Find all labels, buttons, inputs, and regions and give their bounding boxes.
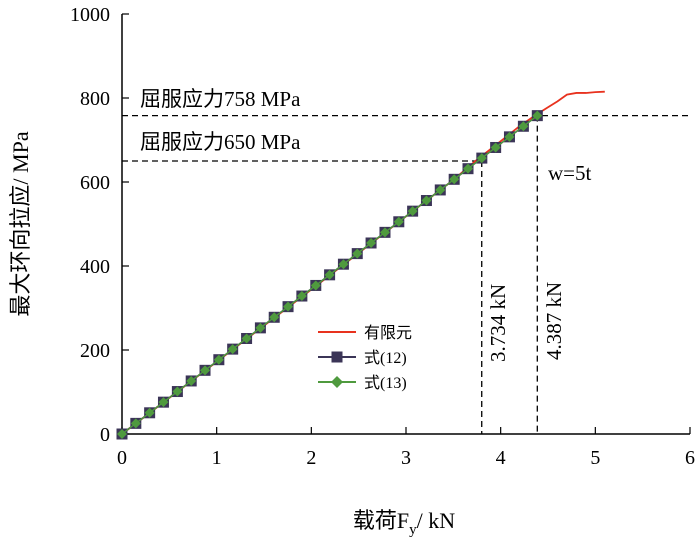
y-tick-label: 400 [80,256,110,278]
legend-marker-square [331,351,343,363]
series-eq13-point [130,418,141,429]
annotations: 屈服应力758 MPa 屈服应力650 MPa w=5t 3.734 kN 4.… [140,87,592,362]
series-eq13-point [421,195,432,206]
x-tick-label: 4 [496,447,506,469]
series-eq13-point [269,312,280,323]
series-eq13-point [476,153,487,164]
x-tick-label: 1 [212,447,222,469]
series-eq13-point [463,163,474,174]
yield-758-label: 屈服应力758 MPa [140,87,301,111]
y-tick-label: 1000 [70,4,110,26]
y-tick-label: 800 [80,88,110,110]
series-eq13-point [435,184,446,195]
series-eq13-point [352,248,363,259]
series-eq13-point [213,354,224,365]
series-eq13-point [490,142,501,153]
plot-area: 0 1 2 3 4 5 6 0 200 400 600 800 1000 [70,4,695,469]
series-eq13-point [144,407,155,418]
load-3734-label: 3.734 kN [486,284,510,362]
legend-marker-diamond [331,376,343,388]
x-axis-label-main: 载荷F [353,508,409,533]
series-eq13-point [518,121,529,132]
series-eq13-point [532,110,543,121]
series-eq13-point [172,386,183,397]
series-eq13-point [283,301,294,312]
series-eq13-point [379,227,390,238]
series-eq13-point [310,280,321,291]
series-eq13-point [338,259,349,270]
series-eq13-point [393,216,404,227]
legend-label-fem: 有限元 [364,324,412,342]
y-tick-label: 0 [100,424,110,446]
legend-label-eq12: 式(12) [364,349,407,367]
series-eq13-point [158,397,169,408]
series-eq13-point [186,375,197,386]
series-eq13-point [407,206,418,217]
width-note: w=5t [548,161,592,185]
series-eq13-point [504,131,515,142]
series-eq13-point [255,322,266,333]
y-ticks: 0 200 400 600 800 1000 [70,4,129,446]
legend-label-eq13: 式(13) [364,374,407,392]
series-eq13-point [449,174,460,185]
legend-item-eq12: 式(12) [318,349,407,367]
load-4387-label: 4.387 kN [542,282,566,360]
series-eq13-point [200,365,211,376]
x-ticks: 0 1 2 3 4 5 6 [117,427,695,469]
reference-lines [122,114,690,434]
legend-item-fem: 有限元 [318,324,412,342]
x-tick-label: 5 [590,447,600,469]
series-eq13-point [241,333,252,344]
series-layer [116,90,605,440]
series-eq13-point [366,237,377,248]
x-tick-label: 6 [685,447,695,469]
series-eq13-point [227,344,238,355]
x-tick-label: 3 [401,447,411,469]
x-tick-label: 0 [117,447,127,469]
y-tick-label: 600 [80,172,110,194]
legend: 有限元 式(12) 式(13) [318,324,412,392]
x-axis-label: 载荷Fy/ kN [353,508,455,538]
y-axis-label: 最大环向拉应/ MPa [8,131,33,316]
series-eq13-point [324,269,335,280]
x-axis-label-sub: y [409,522,417,538]
series-eq13-point [296,291,307,302]
series-eq13-point [117,429,127,439]
x-axis-label-unit: / kN [417,508,456,533]
legend-item-eq13: 式(13) [318,374,407,392]
y-tick-label: 200 [80,340,110,362]
yield-650-label: 屈服应力650 MPa [140,130,301,154]
x-tick-label: 2 [306,447,316,469]
